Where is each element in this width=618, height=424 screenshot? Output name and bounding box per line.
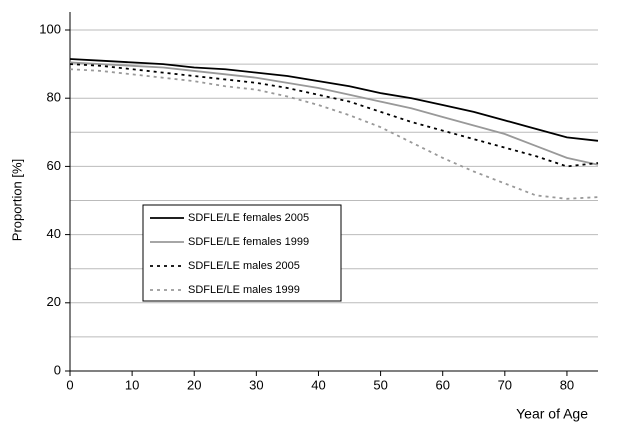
y-tick-label: 40: [47, 226, 61, 241]
x-tick-label: 60: [435, 377, 449, 392]
x-tick-label: 80: [560, 377, 574, 392]
x-tick-label: 20: [187, 377, 201, 392]
y-tick-label: 100: [39, 21, 61, 36]
legend-label: SDFLE/LE females 1999: [188, 236, 309, 248]
y-tick-label: 80: [47, 90, 61, 105]
y-axis-title: Proportion [%]: [9, 159, 24, 241]
x-tick-label: 70: [498, 377, 512, 392]
x-axis-title: Year of Age: [516, 406, 588, 422]
y-tick-label: 60: [47, 158, 61, 173]
legend: SDFLE/LE females 2005 SDFLE/LE females 19…: [142, 204, 342, 302]
line-series: [69, 63, 599, 168]
legend-label: SDFLE/LE females 2005: [188, 212, 309, 224]
legend-label: SDFLE/LE males 2005: [188, 260, 300, 272]
x-tick-label: 50: [373, 377, 387, 392]
x-tick-label: 30: [249, 377, 263, 392]
x-tick-label: 0: [66, 377, 73, 392]
line-series: [69, 61, 599, 166]
y-tick-label: 0: [54, 362, 61, 377]
x-tick-label: 10: [125, 377, 139, 392]
y-tick-label: 20: [47, 294, 61, 309]
x-tick-label: 40: [311, 377, 325, 392]
legend-label: SDFLE/LE males 1999: [188, 284, 300, 296]
line-series: [69, 68, 599, 200]
line-series: [69, 58, 599, 142]
legend-box: [142, 204, 342, 302]
